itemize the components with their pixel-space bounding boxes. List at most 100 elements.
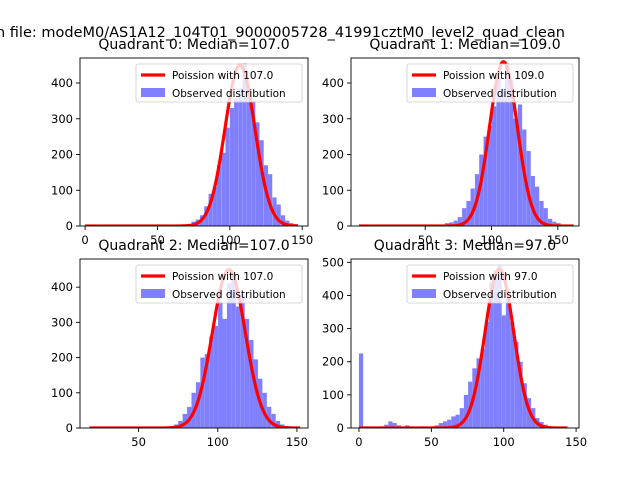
x-tick-label: 100 [207,435,229,449]
histogram-bar [451,416,456,428]
quadrant-0-plot: Quadrant 0: Median=107.0 0 50 100 150 0 100 200… [51,37,313,247]
histogram-bar [249,339,254,428]
histogram-bar [534,186,540,226]
poisson-fit-line [84,63,299,226]
histogram-bar [483,136,488,226]
histogram-bar [200,357,205,428]
histogram-bar [530,175,535,226]
histogram-bar [505,63,510,226]
x-tick-label: 100 [493,435,515,449]
legend-box [406,63,574,103]
quadrant-1-title: Quadrant 1: Median=109.0 [369,37,560,53]
histogram-bar [238,88,243,226]
histogram-bar [480,348,485,428]
poisson-fit-line [358,60,574,226]
x-tick-label: 50 [424,435,439,449]
x-tick-label: 150 [286,435,308,449]
histogram-bar [226,283,232,428]
histogram-bar [240,294,245,428]
histogram-bar [209,336,214,428]
histogram-bar [463,394,469,428]
histogram-bar [453,220,458,226]
histogram-bar [442,421,448,428]
histogram-bar [513,118,518,226]
histogram-bar [501,315,506,428]
histogram-bar [500,88,505,226]
histogram-bar [358,353,364,428]
histogram-bar [266,406,272,428]
y-tick-label: 100 [51,386,73,400]
histogram-bar [496,77,501,226]
legend-hist-label: Observed distribution [443,289,557,301]
legend: Poission with 107.0 Observed distribution [135,63,303,103]
histogram-bar [251,100,256,226]
legend-fit-label: Poission with 107.0 [172,70,273,82]
y-tick-label: 100 [322,388,344,402]
legend-hist-swatch [141,88,165,97]
legend-hist-label: Observed distribution [172,88,286,100]
histogram-bar [459,408,464,428]
quadrant-2-plot: Quadrant 2: Median=107.0 50 100 150 0 100 200 3… [51,238,309,449]
y-tick-label: 200 [51,351,73,365]
histogram-bar [216,165,222,226]
histogram-bar [231,273,236,428]
histogram-bar [543,208,548,226]
histogram-bar [457,217,462,226]
histogram-bar [466,200,471,226]
legend-hist-swatch [412,88,436,97]
y-tick-label: 0 [66,219,73,233]
y-tick-label: 300 [322,322,344,336]
histogram-bar [276,204,281,226]
x-tick-label: 50 [418,233,433,247]
y-tick-label: 300 [322,112,344,126]
histogram-bar [218,301,223,428]
histogram-bar [225,127,230,226]
histogram-bar [462,208,467,226]
y-tick-label: 200 [51,148,73,162]
axes-frame [79,57,309,227]
histogram-bar [547,218,553,226]
histogram-bar [505,298,511,428]
histogram-bar [455,414,460,428]
legend-box [406,264,574,304]
x-tick-label: 150 [291,233,313,247]
legend: Poission with 107.0 Observed distribution [135,264,303,304]
x-tick-label: 50 [150,233,165,247]
histogram-bar [242,63,247,226]
histogram-bar [229,108,235,226]
histogram-bar [509,79,514,226]
legend-fit-label: Poission with 97.0 [443,271,538,283]
y-tick-label: 100 [51,183,73,197]
histogram-bar [470,188,475,226]
legend-fit-label: Poission with 109.0 [443,70,544,82]
quadrant-2-title: Quadrant 2: Median=107.0 [98,238,289,254]
y-tick-label: 0 [337,219,344,233]
histogram-bar [182,413,188,428]
x-tick-label: 150 [547,233,569,247]
histogram-bar [255,122,260,226]
histogram-bar [492,106,497,226]
histogram-bar [552,221,557,226]
histogram-bar [280,215,286,226]
x-tick-label: 50 [131,435,146,449]
histogram-bar [388,421,393,428]
histogram-bar [487,125,493,226]
quadrant-1-plot: Quadrant 1: Median=109.0 50 100 150 0 100 200 3… [322,37,580,247]
histogram-bar [517,104,523,226]
x-tick-label: 0 [355,435,362,449]
histogram-bar [204,354,210,428]
histogram-bar [244,318,250,428]
histogram-bar [497,265,502,428]
quadrant-0-title: Quadrant 0: Median=107.0 [98,37,289,53]
histogram-bar [489,282,494,428]
y-tick-label: 0 [337,421,344,435]
quadrant-3-plot: Quadrant 3: Median=97.0 0 50 100 150 0 100 200 3… [322,238,587,449]
histogram-bar [449,222,454,226]
y-tick-label: 300 [51,315,73,329]
x-tick-label: 0 [81,233,88,247]
y-tick-label: 400 [51,76,73,90]
legend: Poission with 97.0 Observed distribution [406,264,574,304]
histogram-bar [514,341,519,428]
histogram-bar [539,200,544,226]
